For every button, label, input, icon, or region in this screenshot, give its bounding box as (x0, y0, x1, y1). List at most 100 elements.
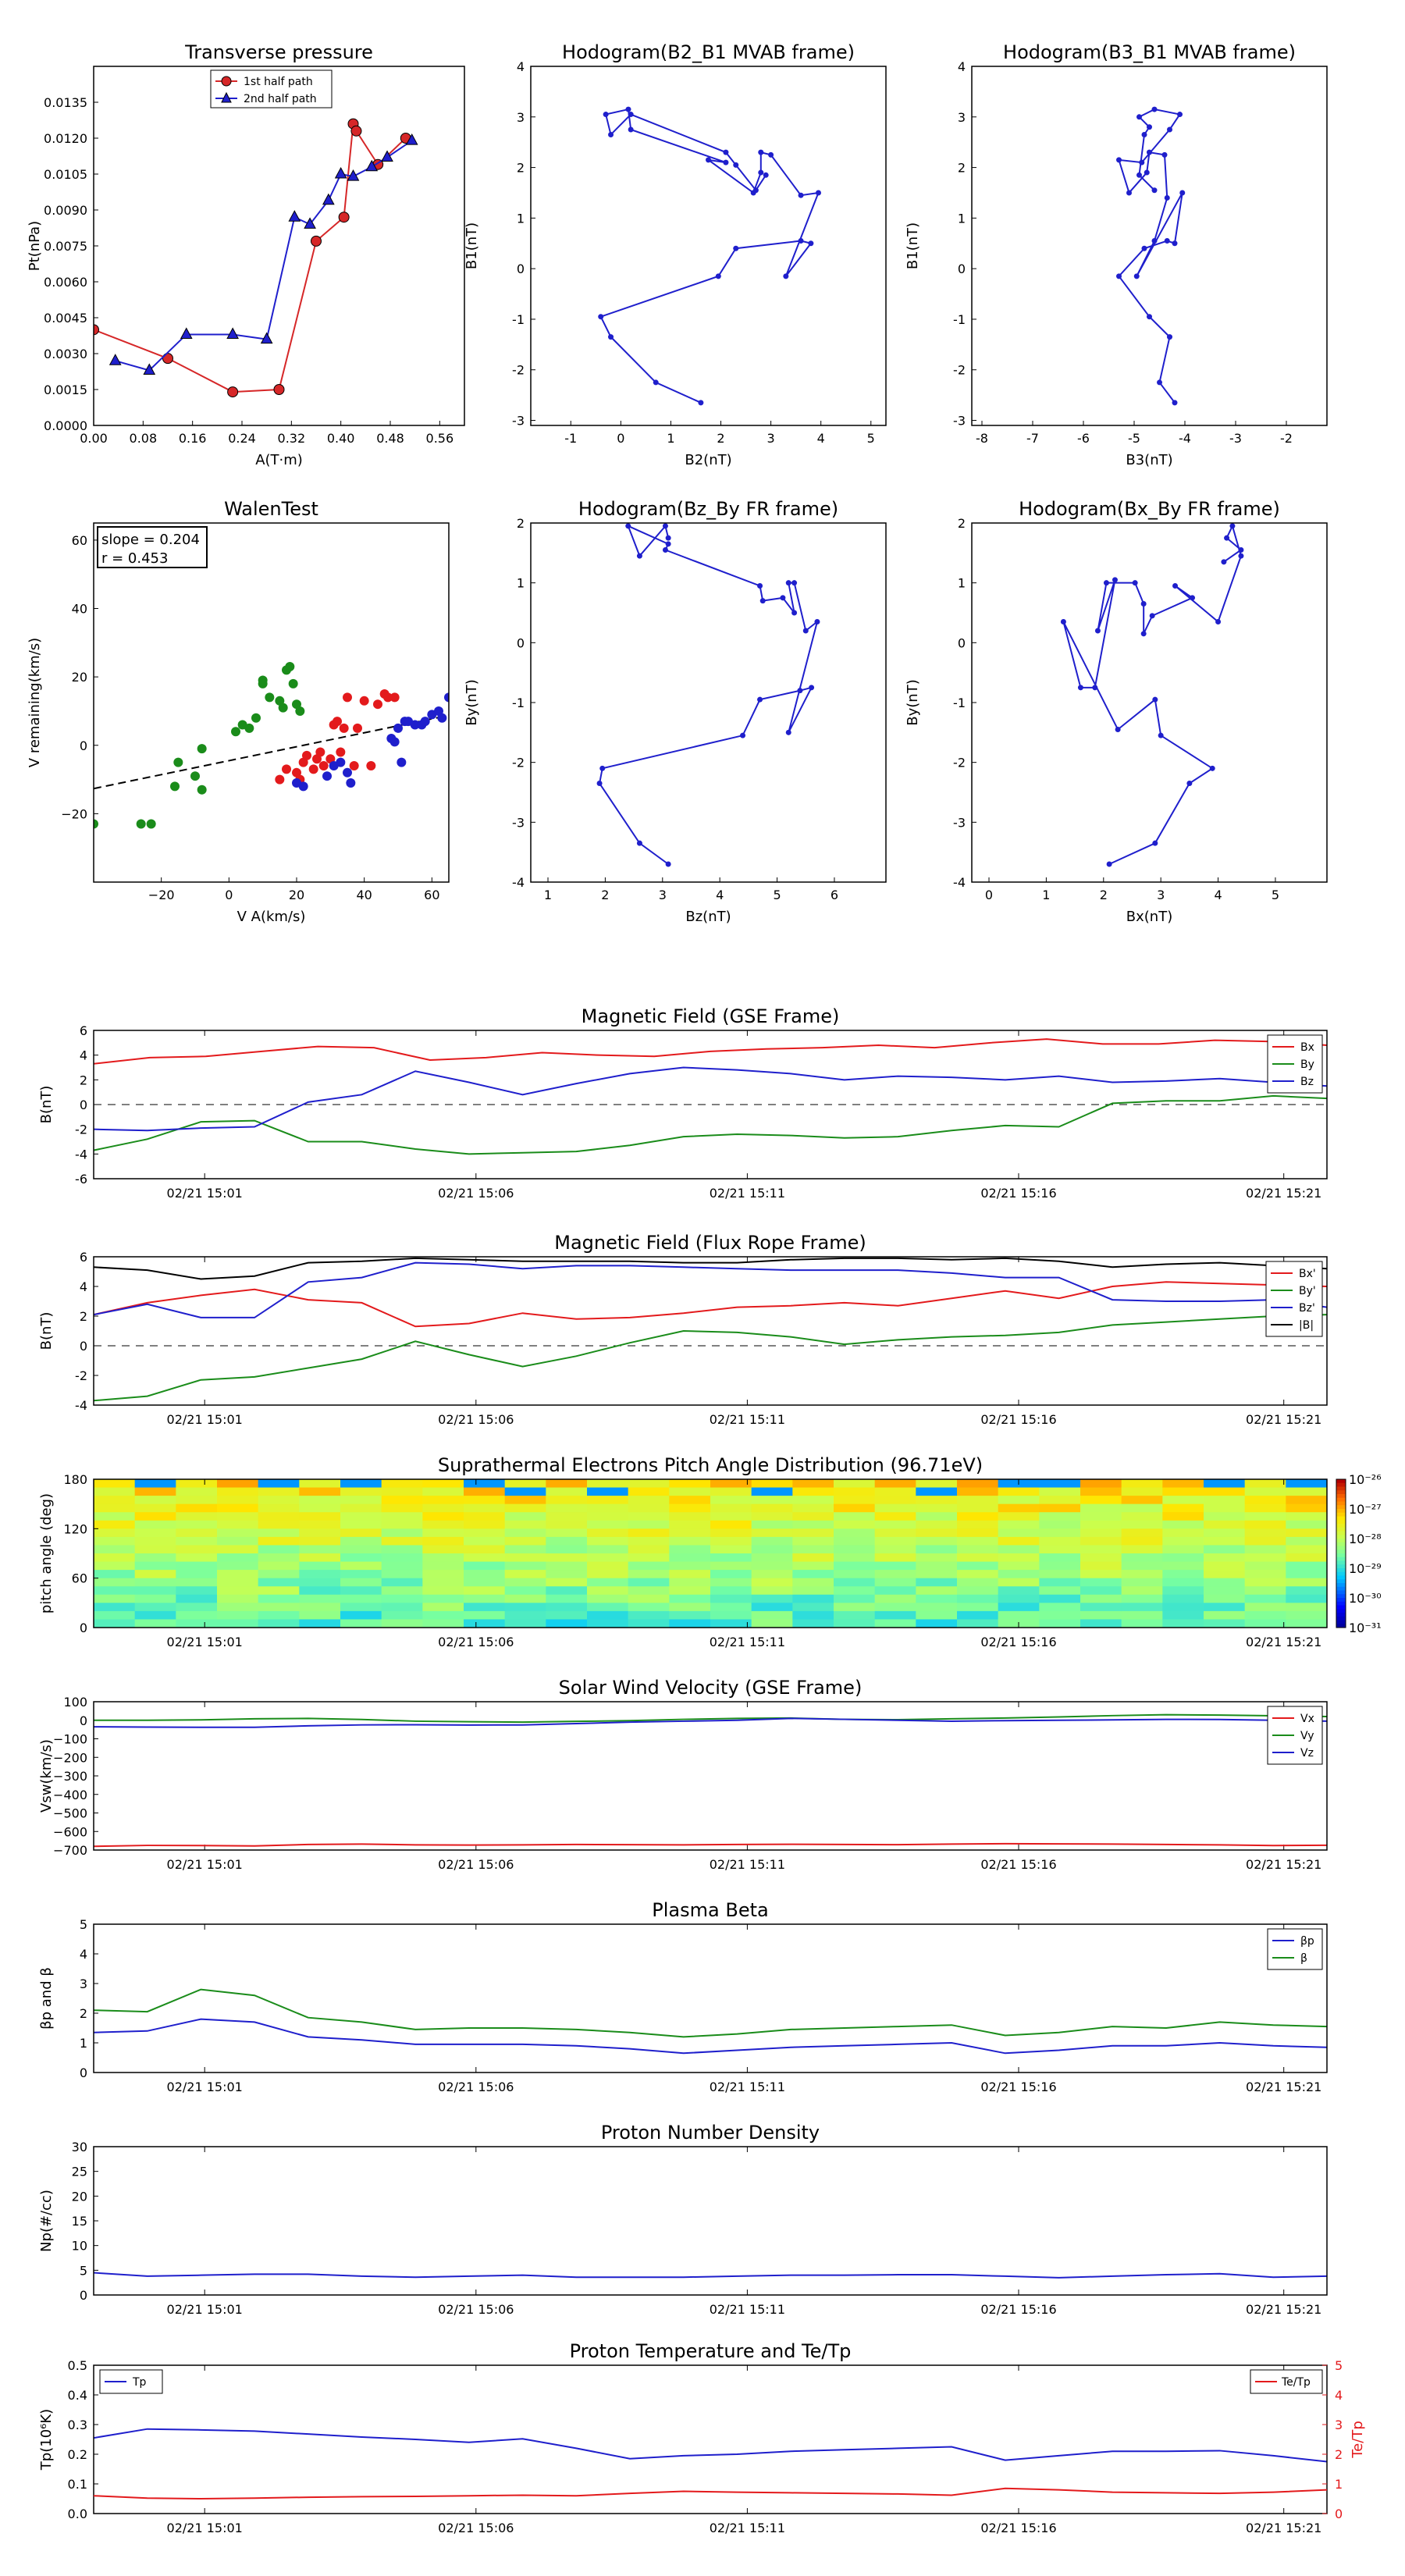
proton-number-density-plot-area (94, 2272, 1327, 2279)
pitch-angle-distribution-cell (258, 1578, 300, 1587)
pitch-angle-distribution-cell (1080, 1545, 1122, 1554)
magnetic-field-gse-legend-label: By (1300, 1059, 1314, 1071)
hodogram-b2-b1-point (758, 169, 764, 176)
pitch-angle-distribution-cell (1286, 1487, 1328, 1496)
pitch-angle-distribution-cell (1080, 1503, 1122, 1513)
pitch-angle-distribution-cell (504, 1520, 546, 1529)
pitch-angle-distribution-cell (1039, 1570, 1081, 1579)
transverse-pressure-point (288, 210, 301, 222)
pitch-angle-distribution-cell (587, 1512, 629, 1521)
pitch-angle-distribution-cell (464, 1512, 506, 1521)
hodogram-bz-by-frame (530, 522, 887, 883)
hodogram-b2-b1-point (608, 131, 614, 137)
hodogram-bx-by-ytick-label: -4 (953, 875, 966, 890)
pitch-angle-distribution-cell (998, 1553, 1040, 1563)
pitch-angle-distribution-cell (217, 1528, 259, 1538)
pitch-angle-distribution-cell (957, 1479, 999, 1489)
pitch-angle-distribution-title: Suprathermal Electrons Pitch Angle Distr… (438, 1454, 983, 1476)
walen-test-point (295, 706, 305, 716)
pitch-angle-distribution-cell (1162, 1536, 1204, 1546)
pitch-angle-distribution-cell (916, 1570, 958, 1579)
hodogram-b2-b1-point (625, 106, 631, 112)
magnetic-field-flux-rope-time-tick-label: 02/21 15:01 (167, 1412, 243, 1427)
pitch-angle-distribution-cell (134, 1496, 176, 1505)
hodogram-b2-b1-ytick-label: 2 (517, 161, 525, 176)
pitch-angle-distribution-cell (464, 1561, 506, 1571)
pitch-angle-distribution-cell (874, 1536, 916, 1546)
walen-test-xtick-label: 60 (424, 888, 439, 902)
hodogram-b3-b1-xtick-label: -3 (1229, 431, 1242, 446)
pitch-angle-distribution-cell (381, 1536, 423, 1546)
walen-test-point (173, 757, 183, 767)
proton-temperature-ytick-label: 0.2 (68, 2447, 87, 2462)
pitch-angle-distribution-cell (94, 1586, 136, 1596)
magnetic-field-flux-rope-plot-area (94, 1257, 1327, 1402)
pitch-angle-distribution-cell (258, 1570, 300, 1579)
pitch-angle-distribution-cell (669, 1487, 711, 1496)
magnetic-field-flux-rope-frame (93, 1256, 1328, 1406)
pitch-angle-distribution-colorbar-segment (1336, 1583, 1346, 1588)
pitch-angle-distribution-cell (834, 1610, 876, 1620)
pressure-legend-label: 1st half path (244, 76, 313, 88)
pitch-angle-distribution-cell (299, 1561, 341, 1571)
pitch-angle-distribution-cell (710, 1528, 752, 1538)
pitch-angle-distribution-cell (998, 1503, 1040, 1513)
pitch-angle-distribution-colorbar-label: 10⁻²⁷ (1349, 1502, 1382, 1517)
pitch-angle-distribution-cell (134, 1528, 176, 1538)
pitch-angle-distribution-cell (134, 1536, 176, 1546)
hodogram-b3-b1-point (1144, 169, 1150, 176)
pitch-angle-distribution-cell (94, 1561, 136, 1571)
pitch-angle-distribution-cell (258, 1610, 300, 1620)
pitch-angle-distribution-cell (217, 1561, 259, 1571)
pitch-angle-distribution-cell (916, 1578, 958, 1587)
pitch-angle-distribution-colorbar-segment (1336, 1605, 1346, 1610)
pitch-angle-distribution-cell (792, 1610, 834, 1620)
pitch-angle-distribution-cell (1039, 1619, 1081, 1628)
pitch-angle-distribution-cell (628, 1586, 670, 1596)
proton-temperature-ytick-label: 0.4 (68, 2388, 87, 2403)
walen-test-point (136, 819, 146, 829)
solar-wind-velocity-ytick-label: −400 (53, 1788, 87, 1802)
pitch-angle-distribution-cell (134, 1619, 176, 1628)
solar-wind-velocity-time-tick-label: 02/21 15:21 (1246, 1857, 1321, 1872)
pitch-angle-distribution-cell (94, 1594, 136, 1603)
pitch-angle-distribution-cell (464, 1545, 506, 1554)
hodogram-bz-by-xtick-label: 2 (601, 888, 609, 902)
pitch-angle-distribution-cell (340, 1545, 382, 1554)
hodogram-bx-by-point (1077, 685, 1083, 691)
pitch-angle-distribution-cell (1204, 1586, 1246, 1596)
pitch-angle-distribution-cell (751, 1570, 793, 1579)
hodogram-bz-by-point (791, 610, 798, 616)
pitch-angle-distribution-cell (874, 1479, 916, 1489)
walen-test-point (359, 696, 369, 706)
hodogram-bz-by-plot-area (596, 523, 820, 867)
pitch-angle-distribution-cell (217, 1619, 259, 1628)
walen-test-point (302, 750, 311, 760)
hodogram-b3-b1-xtick-label: -2 (1280, 431, 1293, 446)
pitch-angle-distribution-cell (710, 1496, 752, 1505)
pitch-angle-distribution-cell (340, 1520, 382, 1529)
magnetic-field-gse-time-tick-label: 02/21 15:06 (438, 1186, 514, 1201)
pitch-angle-distribution-cell (134, 1545, 176, 1554)
hodogram-bx-by-point (1092, 685, 1098, 691)
plasma-beta-ytick-label: 4 (80, 1947, 87, 1962)
pitch-angle-distribution-cell (422, 1610, 464, 1620)
pitch-angle-distribution-cell (504, 1610, 546, 1620)
pitch-angle-distribution-cell (546, 1603, 588, 1612)
pitch-angle-distribution-cell (792, 1545, 834, 1554)
pitch-angle-distribution-cell (710, 1545, 752, 1554)
pitch-angle-distribution-cell (669, 1503, 711, 1513)
hodogram-b3-b1-point (1151, 187, 1158, 194)
walen-test-ytick-label: 40 (72, 602, 87, 617)
hodogram-b2-b1-point (723, 159, 729, 165)
pitch-angle-distribution-cell (1162, 1603, 1204, 1612)
pitch-angle-distribution-cell (217, 1496, 259, 1505)
pitch-angle-distribution-cell (587, 1528, 629, 1538)
magnetic-field-flux-rope-panel: Magnetic Field (Flux Rope Frame) B(nT) -4 -… (38, 1232, 1328, 1427)
magnetic-field-gse-series-line-0 (94, 1038, 1327, 1065)
transverse-pressure-title: Transverse pressure (184, 41, 373, 63)
walen-test-point (231, 727, 240, 737)
transverse-pressure-point (381, 150, 393, 162)
pitch-angle-distribution-cell (546, 1503, 588, 1513)
pitch-angle-distribution-colorbar-segment (1336, 1512, 1346, 1517)
